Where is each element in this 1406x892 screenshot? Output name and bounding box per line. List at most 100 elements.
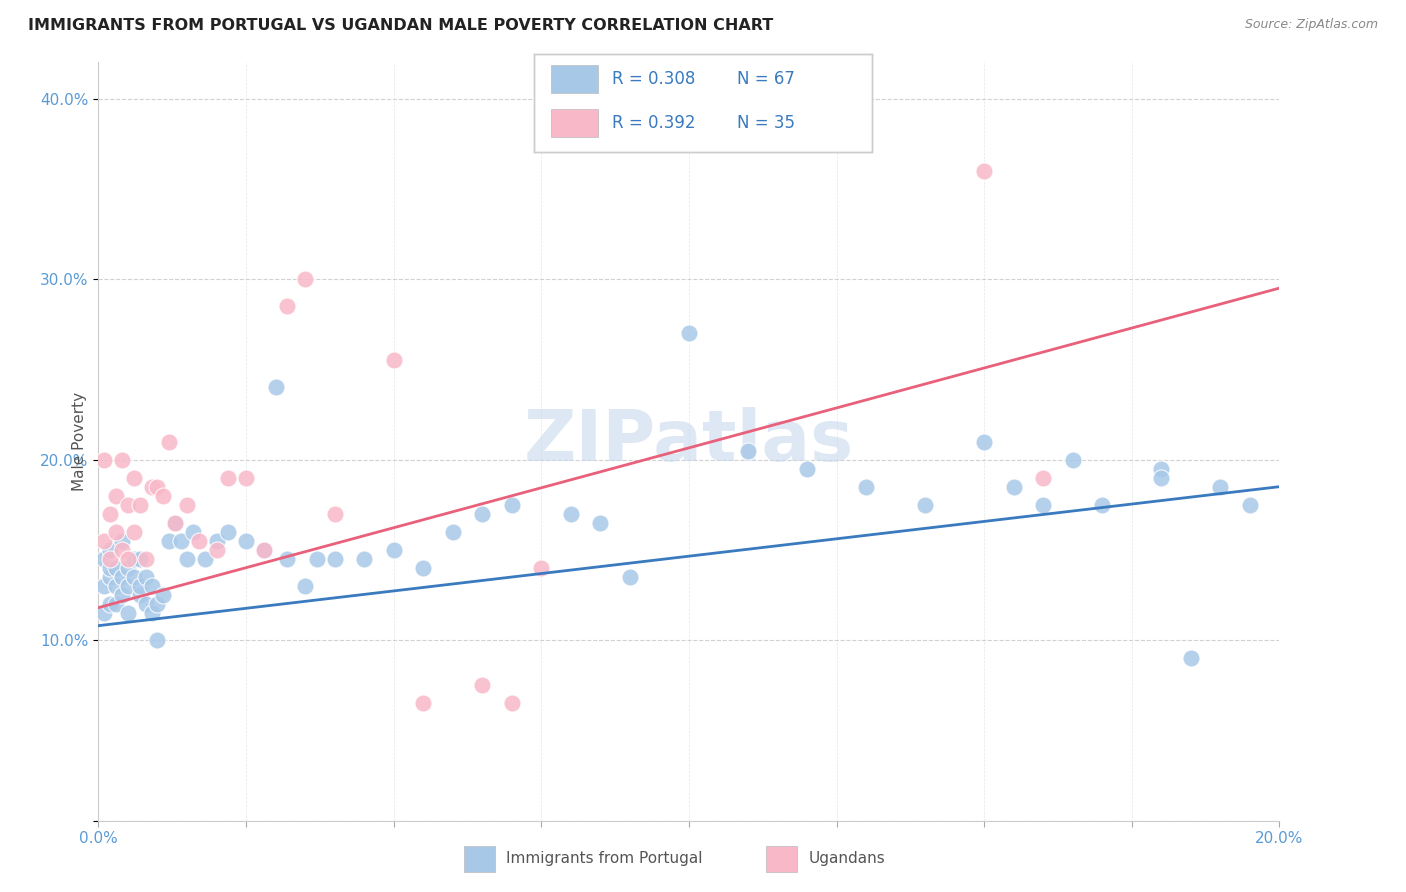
Point [93, 452, 115, 467]
Point [412, 561, 434, 575]
Point [105, 597, 128, 611]
Point [914, 498, 936, 512]
Point [111, 452, 134, 467]
Point [1062, 452, 1084, 467]
Point [205, 533, 228, 548]
Point [111, 533, 134, 548]
Point [1091, 498, 1114, 512]
Text: N = 67: N = 67 [737, 70, 794, 88]
Point [111, 588, 134, 602]
Point [353, 552, 375, 566]
Point [93, 579, 115, 593]
Point [98, 597, 121, 611]
Text: Ugandans: Ugandans [808, 852, 886, 866]
Point [157, 434, 180, 449]
Point [165, 516, 187, 530]
Point [128, 588, 150, 602]
Point [276, 299, 298, 313]
Point [1032, 470, 1054, 484]
Point [93, 552, 115, 566]
Point [323, 552, 346, 566]
Point [146, 633, 169, 648]
Point [176, 498, 198, 512]
Point [441, 524, 464, 539]
Point [973, 163, 995, 178]
Point [98, 507, 121, 521]
Point [253, 542, 276, 557]
Point [678, 326, 700, 341]
Point [105, 579, 128, 593]
Text: R = 0.392: R = 0.392 [612, 114, 696, 132]
Point [141, 480, 163, 494]
Point [146, 597, 169, 611]
Point [276, 552, 298, 566]
Point [122, 470, 145, 484]
Point [294, 272, 316, 286]
Point [141, 579, 163, 593]
Point [589, 516, 612, 530]
Point [93, 533, 115, 548]
Point [93, 606, 115, 620]
Point [105, 489, 128, 503]
Point [135, 552, 157, 566]
Point [128, 552, 150, 566]
Text: Immigrants from Portugal: Immigrants from Portugal [506, 852, 703, 866]
Text: N = 35: N = 35 [737, 114, 794, 132]
Point [117, 579, 139, 593]
Point [117, 552, 139, 566]
Point [205, 542, 228, 557]
Point [98, 570, 121, 584]
Point [187, 533, 209, 548]
Point [157, 533, 180, 548]
Point [796, 461, 818, 475]
Point [323, 507, 346, 521]
Point [128, 579, 150, 593]
Point [122, 570, 145, 584]
Point [501, 696, 523, 710]
Point [264, 380, 287, 394]
Point [128, 498, 150, 512]
Point [1032, 498, 1054, 512]
Point [294, 579, 316, 593]
Point [111, 542, 134, 557]
FancyBboxPatch shape [551, 65, 599, 93]
Point [305, 552, 328, 566]
Point [217, 470, 239, 484]
Text: IMMIGRANTS FROM PORTUGAL VS UGANDAN MALE POVERTY CORRELATION CHART: IMMIGRANTS FROM PORTUGAL VS UGANDAN MALE… [28, 18, 773, 33]
Point [98, 542, 121, 557]
Point [1239, 498, 1261, 512]
Point [181, 524, 204, 539]
Point [619, 570, 641, 584]
Point [737, 443, 759, 458]
Point [1180, 651, 1202, 665]
Point [117, 561, 139, 575]
Point [111, 570, 134, 584]
Point [135, 597, 157, 611]
Point [105, 524, 128, 539]
Point [105, 561, 128, 575]
Point [412, 696, 434, 710]
Point [235, 470, 257, 484]
Point [117, 606, 139, 620]
Point [530, 561, 553, 575]
Point [560, 507, 582, 521]
Point [165, 516, 187, 530]
Point [170, 533, 193, 548]
Point [973, 434, 995, 449]
Point [141, 606, 163, 620]
Point [471, 507, 494, 521]
Point [855, 480, 877, 494]
Point [152, 588, 174, 602]
Text: Source: ZipAtlas.com: Source: ZipAtlas.com [1244, 18, 1378, 31]
FancyBboxPatch shape [551, 110, 599, 137]
Y-axis label: Male Poverty: Male Poverty [72, 392, 87, 491]
Point [194, 552, 217, 566]
Point [122, 552, 145, 566]
Text: R = 0.308: R = 0.308 [612, 70, 695, 88]
Point [1209, 480, 1232, 494]
Point [1002, 480, 1025, 494]
Point [122, 524, 145, 539]
Point [98, 561, 121, 575]
Point [217, 524, 239, 539]
Point [117, 498, 139, 512]
